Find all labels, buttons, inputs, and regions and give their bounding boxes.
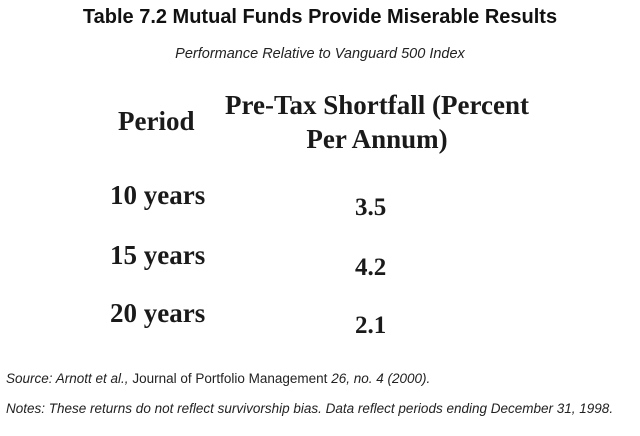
table-row: 20 years 2.1	[0, 298, 640, 339]
column-header-shortfall-line1: Pre-Tax Shortfall (Percent	[225, 90, 529, 120]
table-row: 10 years 3.5	[0, 180, 640, 221]
column-header-shortfall: Pre-Tax Shortfall (Percent Per Annum)	[212, 88, 542, 156]
table-row: 15 years 4.2	[0, 240, 640, 281]
table-title: Table 7.2 Mutual Funds Provide Miserable…	[82, 6, 558, 28]
row-value: 4.2	[355, 254, 387, 281]
row-period: 20 years	[110, 298, 206, 328]
column-header-shortfall-line2: Per Annum)	[306, 124, 448, 154]
row-period: 10 years	[110, 180, 206, 210]
source-journal: Journal of Portfolio Management	[132, 371, 328, 386]
row-period: 15 years	[110, 240, 206, 270]
table-subtitle: Performance Relative to Vanguard 500 Ind…	[175, 46, 465, 62]
row-value: 2.1	[355, 312, 387, 339]
source-suffix: 26, no. 4 (2000).	[327, 371, 431, 386]
source-note: Source: Arnott et al., Journal of Portfo…	[6, 370, 636, 388]
source-prefix: Source: Arnott et al.,	[6, 371, 133, 386]
row-value: 3.5	[355, 194, 387, 221]
column-header-period: Period	[118, 106, 195, 136]
notes: Notes: These returns do not reflect surv…	[6, 401, 614, 416]
